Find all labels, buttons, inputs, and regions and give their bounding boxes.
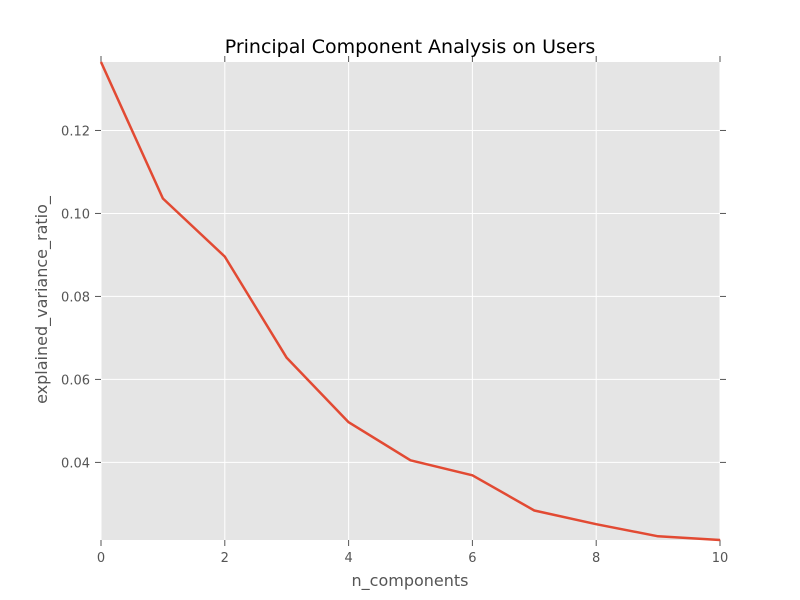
data-point [719,539,721,541]
y-tick-label: 0.12 [61,124,90,139]
data-point [348,421,350,423]
data-point [657,535,659,537]
x-tick-label: 10 [712,551,729,566]
y-tick-label: 0.10 [61,207,90,222]
data-point [162,198,164,199]
y-tick-label: 0.04 [61,456,90,471]
data-point [533,510,535,511]
x-tick-label: 6 [468,551,476,566]
grid [100,62,721,540]
x-tick-label: 8 [592,551,600,566]
x-tick-label: 2 [221,551,229,566]
data-point [471,474,473,476]
x-tick-label: 0 [97,551,105,566]
series-layer [99,61,721,542]
x-axis-label: n_components [352,571,469,591]
plot-area [101,62,720,540]
y-axis-label: explained_variance_ratio_ [32,195,52,404]
data-point [224,256,226,258]
axis-ticks: 0 2 4 6 8 10 0.04 0.06 0.08 0.10 0.12 [61,56,728,566]
data-point [286,357,288,359]
y-tick-label: 0.08 [61,290,90,305]
data-point [410,459,411,461]
chart-title: Principal Component Analysis on Users [225,36,596,58]
data-point [100,61,102,63]
y-tick-label: 0.06 [61,373,90,388]
data-point [595,523,597,525]
x-tick-label: 4 [344,551,352,566]
